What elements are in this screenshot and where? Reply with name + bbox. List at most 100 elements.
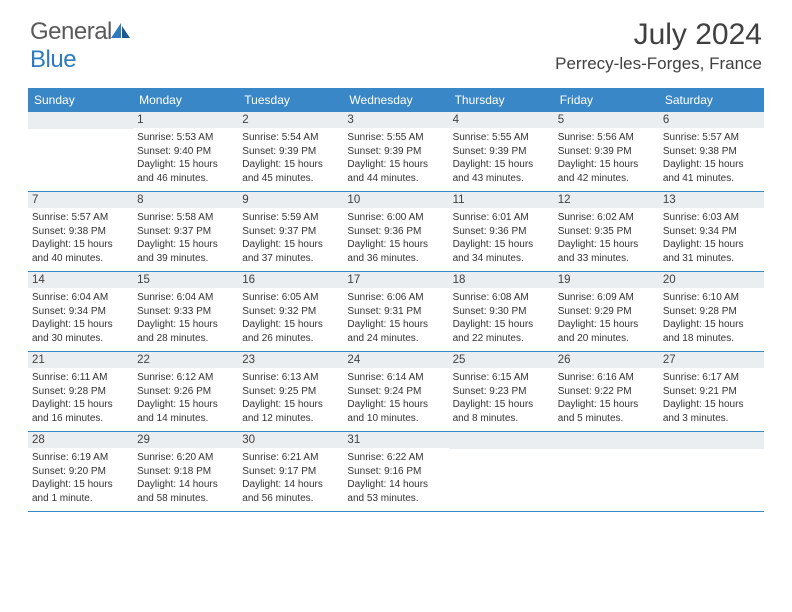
- daylight-text: and 40 minutes.: [32, 252, 129, 266]
- daylight-text: and 12 minutes.: [242, 412, 339, 426]
- sunrise-text: Sunrise: 6:11 AM: [32, 371, 129, 385]
- daylight-text: and 36 minutes.: [347, 252, 444, 266]
- day-header: Monday: [133, 88, 238, 112]
- sunset-text: Sunset: 9:16 PM: [347, 465, 444, 479]
- day-number: 19: [554, 272, 659, 288]
- day-cell: 22Sunrise: 6:12 AMSunset: 9:26 PMDayligh…: [133, 352, 238, 431]
- daylight-text: Daylight: 15 hours: [242, 158, 339, 172]
- day-cell: 3Sunrise: 5:55 AMSunset: 9:39 PMDaylight…: [343, 112, 448, 191]
- daylight-text: and 28 minutes.: [137, 332, 234, 346]
- day-cell: 28Sunrise: 6:19 AMSunset: 9:20 PMDayligh…: [28, 432, 133, 511]
- sunset-text: Sunset: 9:23 PM: [453, 385, 550, 399]
- sunset-text: Sunset: 9:39 PM: [558, 145, 655, 159]
- sunrise-text: Sunrise: 5:59 AM: [242, 211, 339, 225]
- day-number: 6: [659, 112, 764, 128]
- day-number: 13: [659, 192, 764, 208]
- daylight-text: and 3 minutes.: [663, 412, 760, 426]
- day-header: Tuesday: [238, 88, 343, 112]
- day-number: [449, 432, 554, 449]
- daylight-text: Daylight: 15 hours: [347, 318, 444, 332]
- day-number: 27: [659, 352, 764, 368]
- sunset-text: Sunset: 9:28 PM: [32, 385, 129, 399]
- daylight-text: and 34 minutes.: [453, 252, 550, 266]
- day-number: 11: [449, 192, 554, 208]
- sunrise-text: Sunrise: 6:09 AM: [558, 291, 655, 305]
- daylight-text: Daylight: 15 hours: [663, 318, 760, 332]
- day-cell: 19Sunrise: 6:09 AMSunset: 9:29 PMDayligh…: [554, 272, 659, 351]
- sunrise-text: Sunrise: 6:16 AM: [558, 371, 655, 385]
- day-number: 21: [28, 352, 133, 368]
- day-cell: 7Sunrise: 5:57 AMSunset: 9:38 PMDaylight…: [28, 192, 133, 271]
- day-cell: 29Sunrise: 6:20 AMSunset: 9:18 PMDayligh…: [133, 432, 238, 511]
- sunrise-text: Sunrise: 6:08 AM: [453, 291, 550, 305]
- daylight-text: Daylight: 15 hours: [137, 238, 234, 252]
- day-number: 7: [28, 192, 133, 208]
- month-title: July 2024: [555, 18, 762, 52]
- daylight-text: and 24 minutes.: [347, 332, 444, 346]
- brand-logo: GeneralBlue: [30, 18, 132, 74]
- daylight-text: and 22 minutes.: [453, 332, 550, 346]
- sunset-text: Sunset: 9:36 PM: [347, 225, 444, 239]
- day-cell: 4Sunrise: 5:55 AMSunset: 9:39 PMDaylight…: [449, 112, 554, 191]
- daylight-text: Daylight: 15 hours: [242, 398, 339, 412]
- daylight-text: and 45 minutes.: [242, 172, 339, 186]
- daylight-text: Daylight: 15 hours: [242, 318, 339, 332]
- day-cell: [554, 432, 659, 511]
- calendar: SundayMondayTuesdayWednesdayThursdayFrid…: [28, 88, 764, 512]
- day-number: 1: [133, 112, 238, 128]
- sunrise-text: Sunrise: 5:58 AM: [137, 211, 234, 225]
- daylight-text: Daylight: 14 hours: [137, 478, 234, 492]
- day-cell: 2Sunrise: 5:54 AMSunset: 9:39 PMDaylight…: [238, 112, 343, 191]
- sunset-text: Sunset: 9:37 PM: [137, 225, 234, 239]
- sunset-text: Sunset: 9:30 PM: [453, 305, 550, 319]
- sunset-text: Sunset: 9:39 PM: [242, 145, 339, 159]
- sunset-text: Sunset: 9:28 PM: [663, 305, 760, 319]
- sunrise-text: Sunrise: 5:57 AM: [32, 211, 129, 225]
- daylight-text: and 41 minutes.: [663, 172, 760, 186]
- sunset-text: Sunset: 9:34 PM: [663, 225, 760, 239]
- day-number: 9: [238, 192, 343, 208]
- daylight-text: and 10 minutes.: [347, 412, 444, 426]
- sunrise-text: Sunrise: 6:04 AM: [137, 291, 234, 305]
- day-number: 4: [449, 112, 554, 128]
- day-number: 25: [449, 352, 554, 368]
- sunrise-text: Sunrise: 6:01 AM: [453, 211, 550, 225]
- title-block: July 2024 Perrecy-les-Forges, France: [555, 18, 762, 74]
- day-number: [659, 432, 764, 449]
- daylight-text: Daylight: 15 hours: [32, 238, 129, 252]
- day-cell: 23Sunrise: 6:13 AMSunset: 9:25 PMDayligh…: [238, 352, 343, 431]
- sunset-text: Sunset: 9:26 PM: [137, 385, 234, 399]
- sunset-text: Sunset: 9:37 PM: [242, 225, 339, 239]
- daylight-text: Daylight: 15 hours: [137, 158, 234, 172]
- day-cell: [449, 432, 554, 511]
- sunrise-text: Sunrise: 5:53 AM: [137, 131, 234, 145]
- sunrise-text: Sunrise: 5:57 AM: [663, 131, 760, 145]
- daylight-text: and 44 minutes.: [347, 172, 444, 186]
- day-number: 18: [449, 272, 554, 288]
- day-number: 17: [343, 272, 448, 288]
- day-number: 29: [133, 432, 238, 448]
- daylight-text: Daylight: 15 hours: [663, 158, 760, 172]
- daylight-text: and 42 minutes.: [558, 172, 655, 186]
- daylight-text: Daylight: 14 hours: [242, 478, 339, 492]
- sunrise-text: Sunrise: 6:15 AM: [453, 371, 550, 385]
- day-number: 16: [238, 272, 343, 288]
- daylight-text: and 14 minutes.: [137, 412, 234, 426]
- sunrise-text: Sunrise: 6:19 AM: [32, 451, 129, 465]
- daylight-text: and 16 minutes.: [32, 412, 129, 426]
- sunrise-text: Sunrise: 6:03 AM: [663, 211, 760, 225]
- day-number: 14: [28, 272, 133, 288]
- day-cell: 16Sunrise: 6:05 AMSunset: 9:32 PMDayligh…: [238, 272, 343, 351]
- daylight-text: Daylight: 15 hours: [137, 318, 234, 332]
- daylight-text: and 8 minutes.: [453, 412, 550, 426]
- sunset-text: Sunset: 9:20 PM: [32, 465, 129, 479]
- day-cell: 15Sunrise: 6:04 AMSunset: 9:33 PMDayligh…: [133, 272, 238, 351]
- day-cell: [659, 432, 764, 511]
- daylight-text: Daylight: 14 hours: [347, 478, 444, 492]
- day-number: 26: [554, 352, 659, 368]
- sunset-text: Sunset: 9:35 PM: [558, 225, 655, 239]
- day-header: Friday: [554, 88, 659, 112]
- sunset-text: Sunset: 9:17 PM: [242, 465, 339, 479]
- sunset-text: Sunset: 9:33 PM: [137, 305, 234, 319]
- sunrise-text: Sunrise: 6:00 AM: [347, 211, 444, 225]
